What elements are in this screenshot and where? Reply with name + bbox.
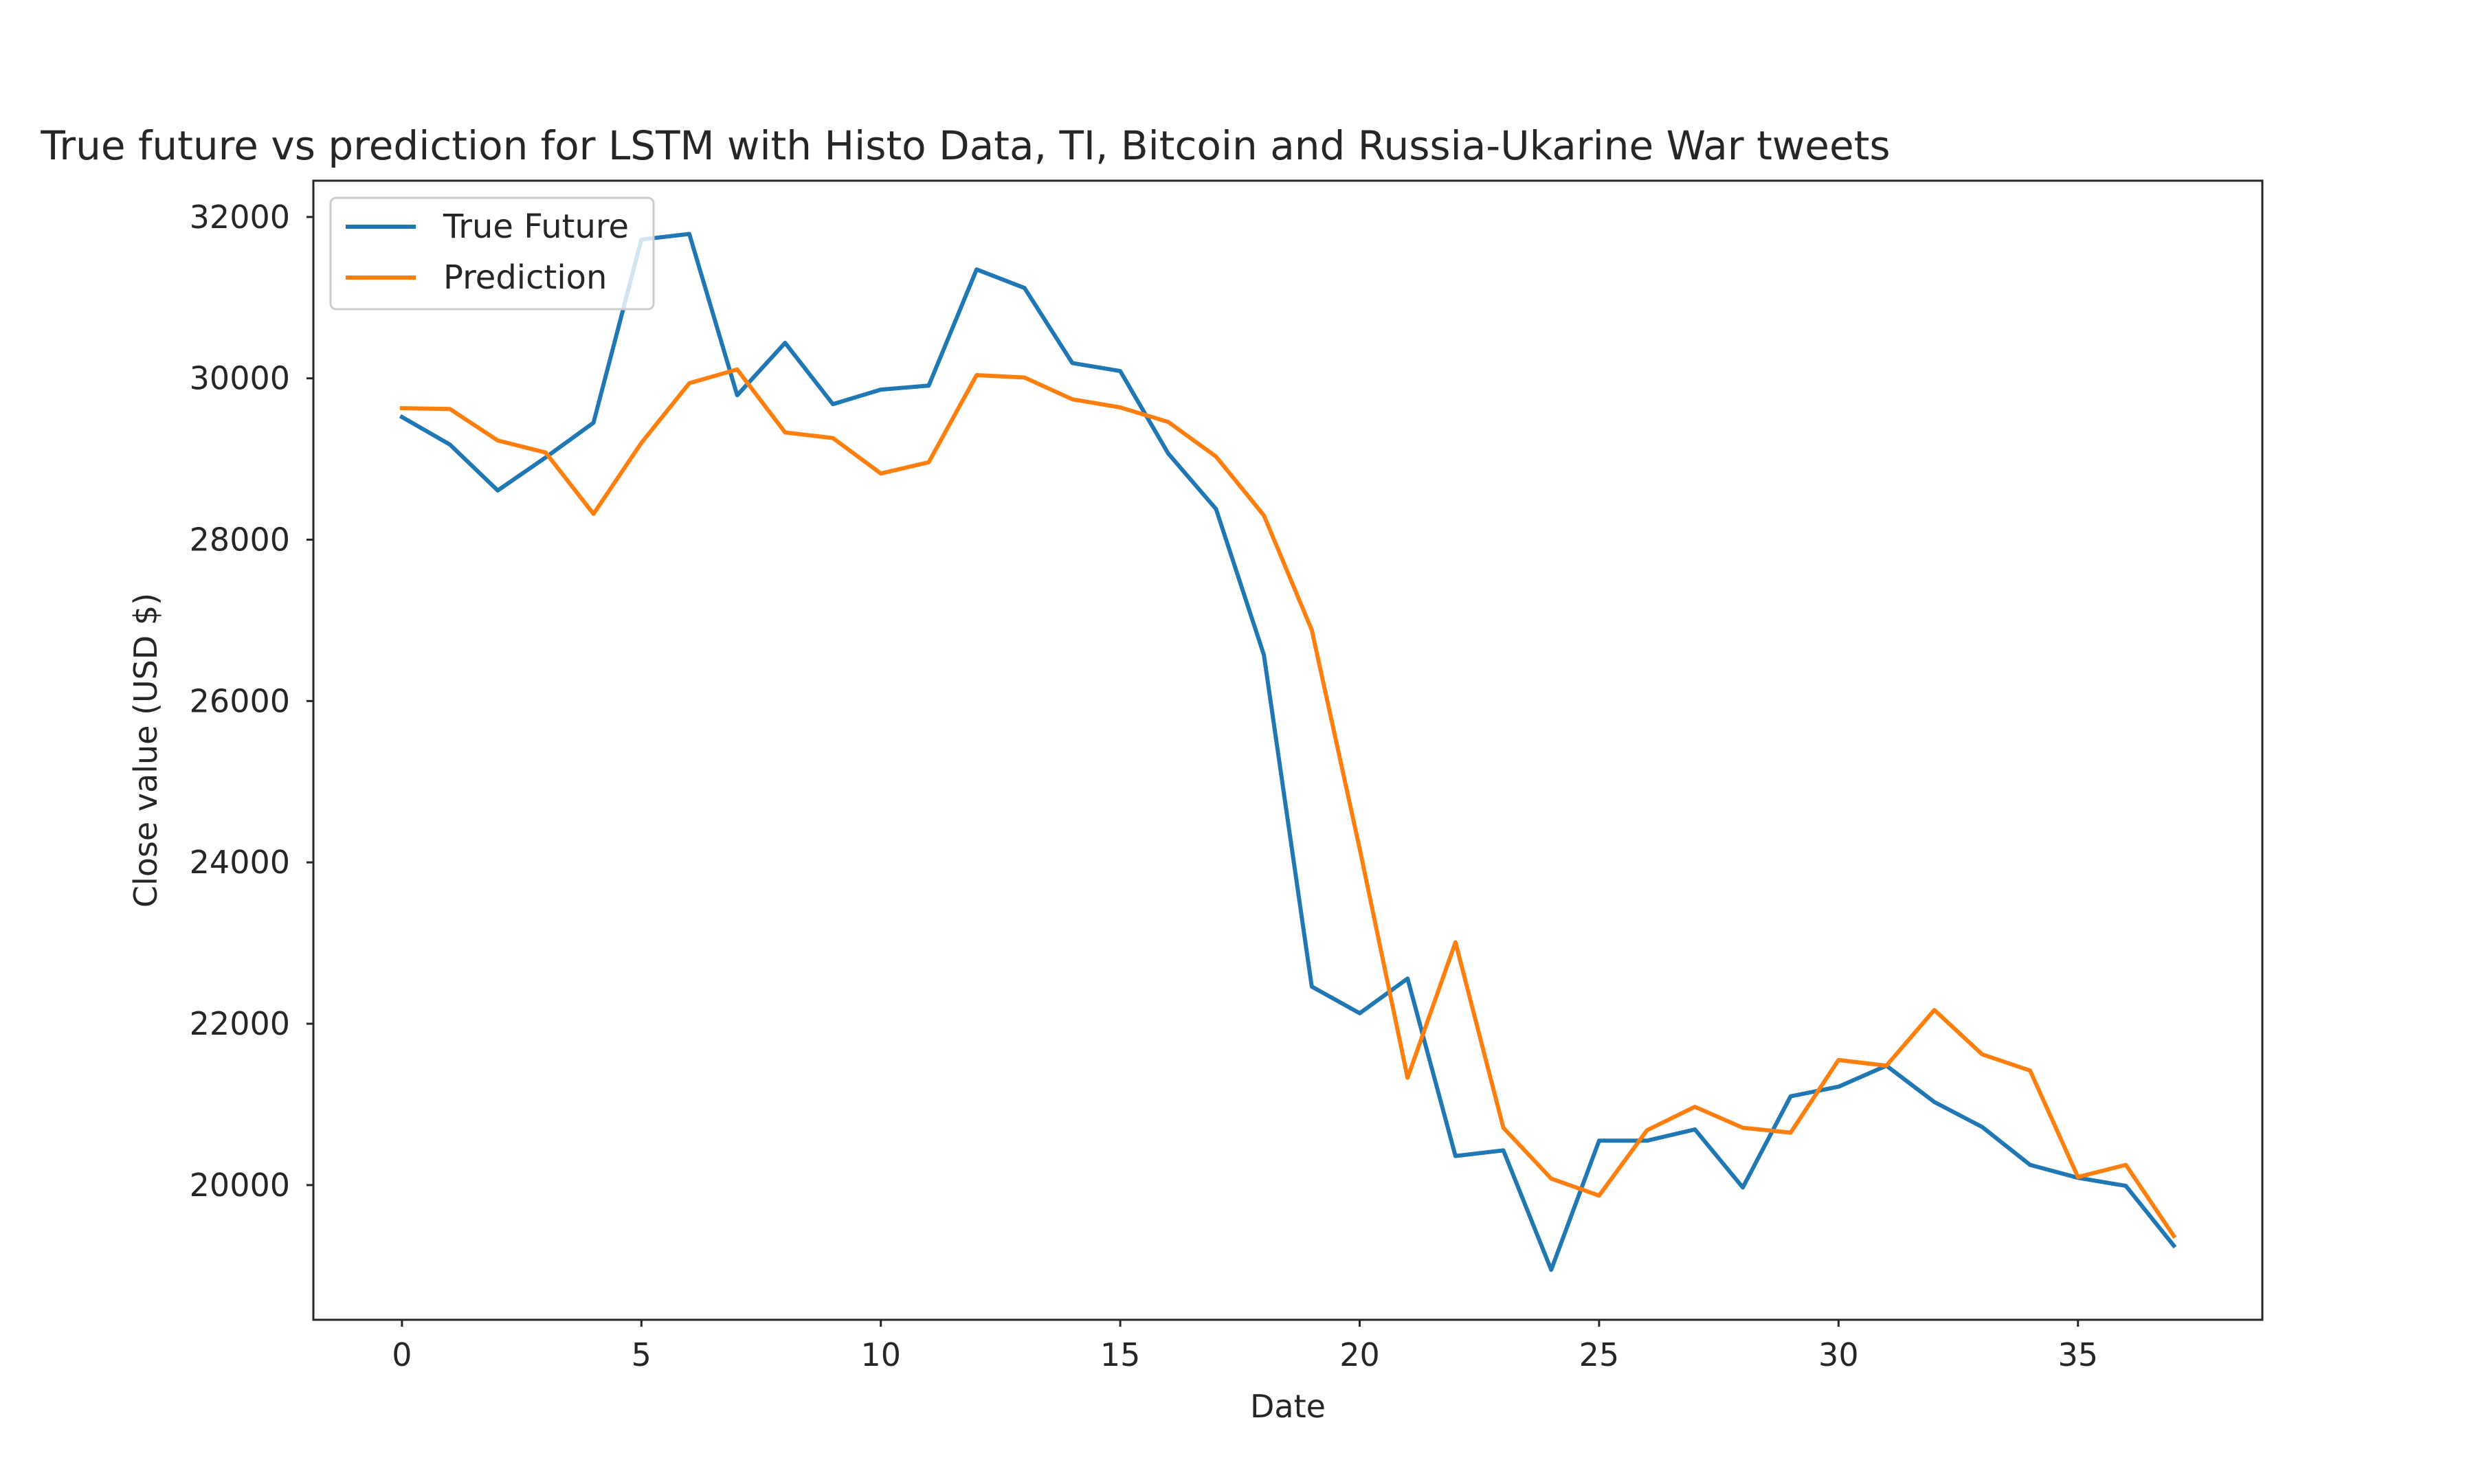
y-tick-label: 24000 bbox=[190, 844, 290, 881]
plot-area-frame bbox=[312, 179, 2264, 1321]
x-tick-label: 25 bbox=[1579, 1336, 1620, 1373]
x-tick-label: 10 bbox=[860, 1336, 901, 1373]
legend-label-true-future: True Future bbox=[443, 207, 629, 246]
y-tick-label: 22000 bbox=[190, 1005, 290, 1042]
x-tick-label: 35 bbox=[2058, 1336, 2098, 1373]
y-axis-label: Close value (USD $) bbox=[127, 593, 164, 908]
legend-label-prediction: Prediction bbox=[443, 258, 607, 297]
x-tick-label: 20 bbox=[1339, 1336, 1380, 1373]
y-tick-label: 28000 bbox=[190, 521, 290, 559]
x-tick-label: 5 bbox=[632, 1336, 651, 1373]
x-tick-label: 0 bbox=[392, 1336, 412, 1373]
x-axis-ticks: 0 5 10 15 20 25 30 35 bbox=[392, 1320, 2098, 1373]
y-tick-label: 20000 bbox=[190, 1167, 290, 1204]
series-layer bbox=[399, 232, 2177, 1272]
legend: True Future Prediction bbox=[329, 196, 655, 311]
y-tick-label: 30000 bbox=[190, 360, 290, 397]
y-tick-label: 32000 bbox=[190, 199, 290, 236]
series-line-prediction bbox=[399, 367, 2177, 1239]
x-axis-label: Date bbox=[1250, 1388, 1326, 1425]
series-line-true-future bbox=[399, 232, 2177, 1272]
x-tick-label: 30 bbox=[1818, 1336, 1859, 1373]
chart-title: True future vs prediction for LSTM with … bbox=[40, 122, 1890, 169]
y-axis-ticks: 20000 22000 24000 26000 28000 30000 32000 bbox=[190, 199, 313, 1204]
y-tick-label: 26000 bbox=[190, 682, 290, 719]
x-tick-label: 15 bbox=[1100, 1336, 1141, 1373]
